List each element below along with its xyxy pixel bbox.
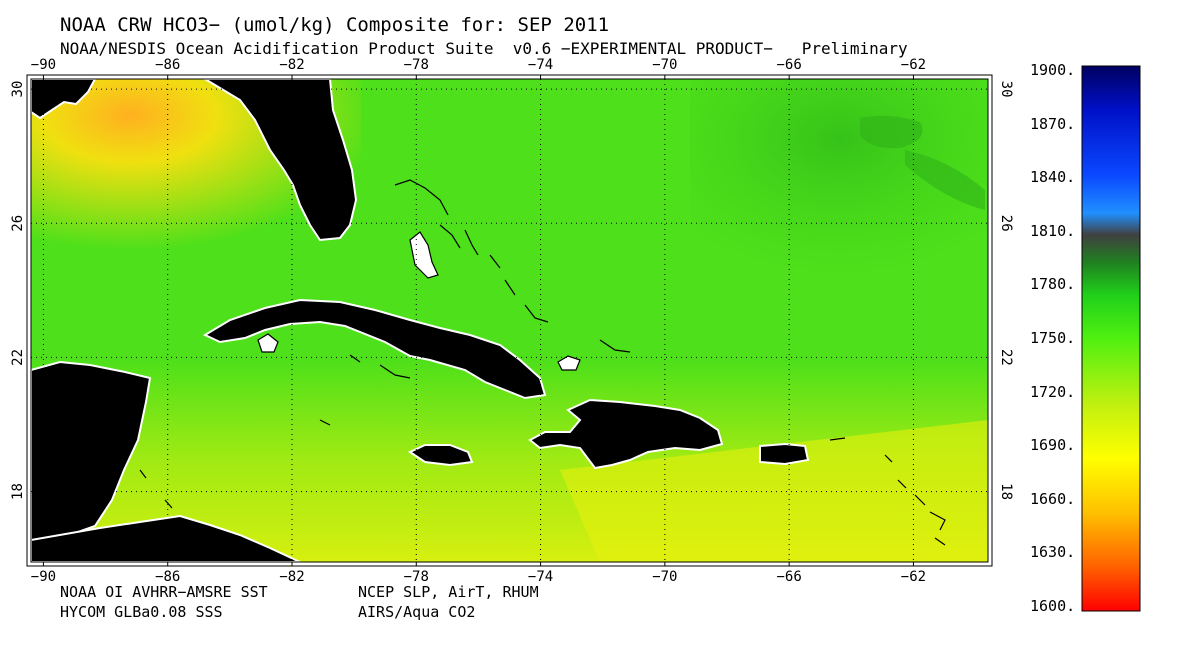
colorbar-tick-label: 1870. [1030,114,1076,133]
lon-tick-label-bottom: −90 [31,569,56,585]
lat-tick-label-right: 30 [998,81,1014,98]
lat-tick-label-left: 18 [10,483,26,500]
lat-tick-label-left: 30 [10,81,26,98]
lat-tick-label-left: 26 [10,215,26,232]
lat-tick-label-right: 18 [998,483,1014,500]
lat-tick-label-right: 22 [998,349,1014,366]
colorbar-tick-label: 1660. [1030,489,1076,508]
florida-landmass [203,79,358,242]
colorbar-tick-label: 1690. [1030,436,1076,455]
colorbar-tick-label: 1720. [1030,382,1076,401]
lon-tick-label-bottom: −74 [528,569,553,585]
colorbar-tick-label: 1810. [1030,221,1076,240]
lon-tick-label-top: −70 [652,57,677,73]
credit-sss: HYCOM GLBa0.08 SSS [60,603,223,621]
lon-tick-label-top: −86 [155,57,180,73]
ocean-field [31,79,988,562]
hispaniola-landmass [528,398,724,470]
axis-ticks: −90 −90 −86 −86 −82 −82 −78 −78 −74 −74 −70 −70 −66 −… [10,57,1014,585]
lon-tick-label-bottom: −66 [776,569,801,585]
credit-sst: NOAA OI AVHRR−AMSRE SST [60,583,268,601]
isla-juventud [257,333,279,353]
lon-tick-label-top: −62 [901,57,926,73]
lon-tick-label-bottom: −62 [901,569,926,585]
lon-tick-label-top: −78 [404,57,429,73]
colorbar-tick-label: 1900. [1030,61,1076,79]
lon-tick-label-top: −66 [776,57,801,73]
land-masses [31,79,946,562]
jamaica-landmass [407,444,474,467]
lon-tick-label-top: −82 [279,57,304,73]
lon-tick-label-bottom: −70 [652,569,677,585]
map-outer-frame [26,74,993,567]
lat-lon-grid [31,79,988,562]
lon-tick-label-top: −90 [31,57,56,73]
puerto-rico-landmass [759,442,810,466]
colorbar-tick-label: 1630. [1030,543,1076,562]
bahamas-andros [409,231,439,279]
colorbar-tick-label: 1780. [1030,275,1076,294]
central-america-landmass [31,514,301,562]
colorbar-gradient [1081,65,1141,612]
colorbar-tick-label: 1840. [1030,168,1076,187]
colorbar-tick-label: 1600. [1030,597,1076,615]
map-title: NOAA CRW HCO3− (umol/kg) Composite for: … [60,14,610,36]
credit-met: NCEP SLP, AirT, RHUM [358,583,539,601]
lat-tick-label-right: 26 [998,215,1014,232]
map-frame [30,78,989,563]
lat-tick-label-left: 22 [10,349,26,366]
credit-co2: AIRS/Aqua CO2 [358,603,476,621]
cuba-landmass [202,298,547,400]
map-subtitle: NOAA/NESDIS Ocean Acidification Product … [60,39,908,58]
lon-tick-label-top: −74 [528,57,553,73]
colorbar [1081,65,1141,612]
lon-tick-label-bottom: −86 [155,569,180,585]
island-outlines [139,179,946,546]
lon-tick-label-bottom: −82 [279,569,304,585]
colorbar-tick-label: 1750. [1030,329,1076,347]
lon-tick-label-bottom: −78 [404,569,429,585]
